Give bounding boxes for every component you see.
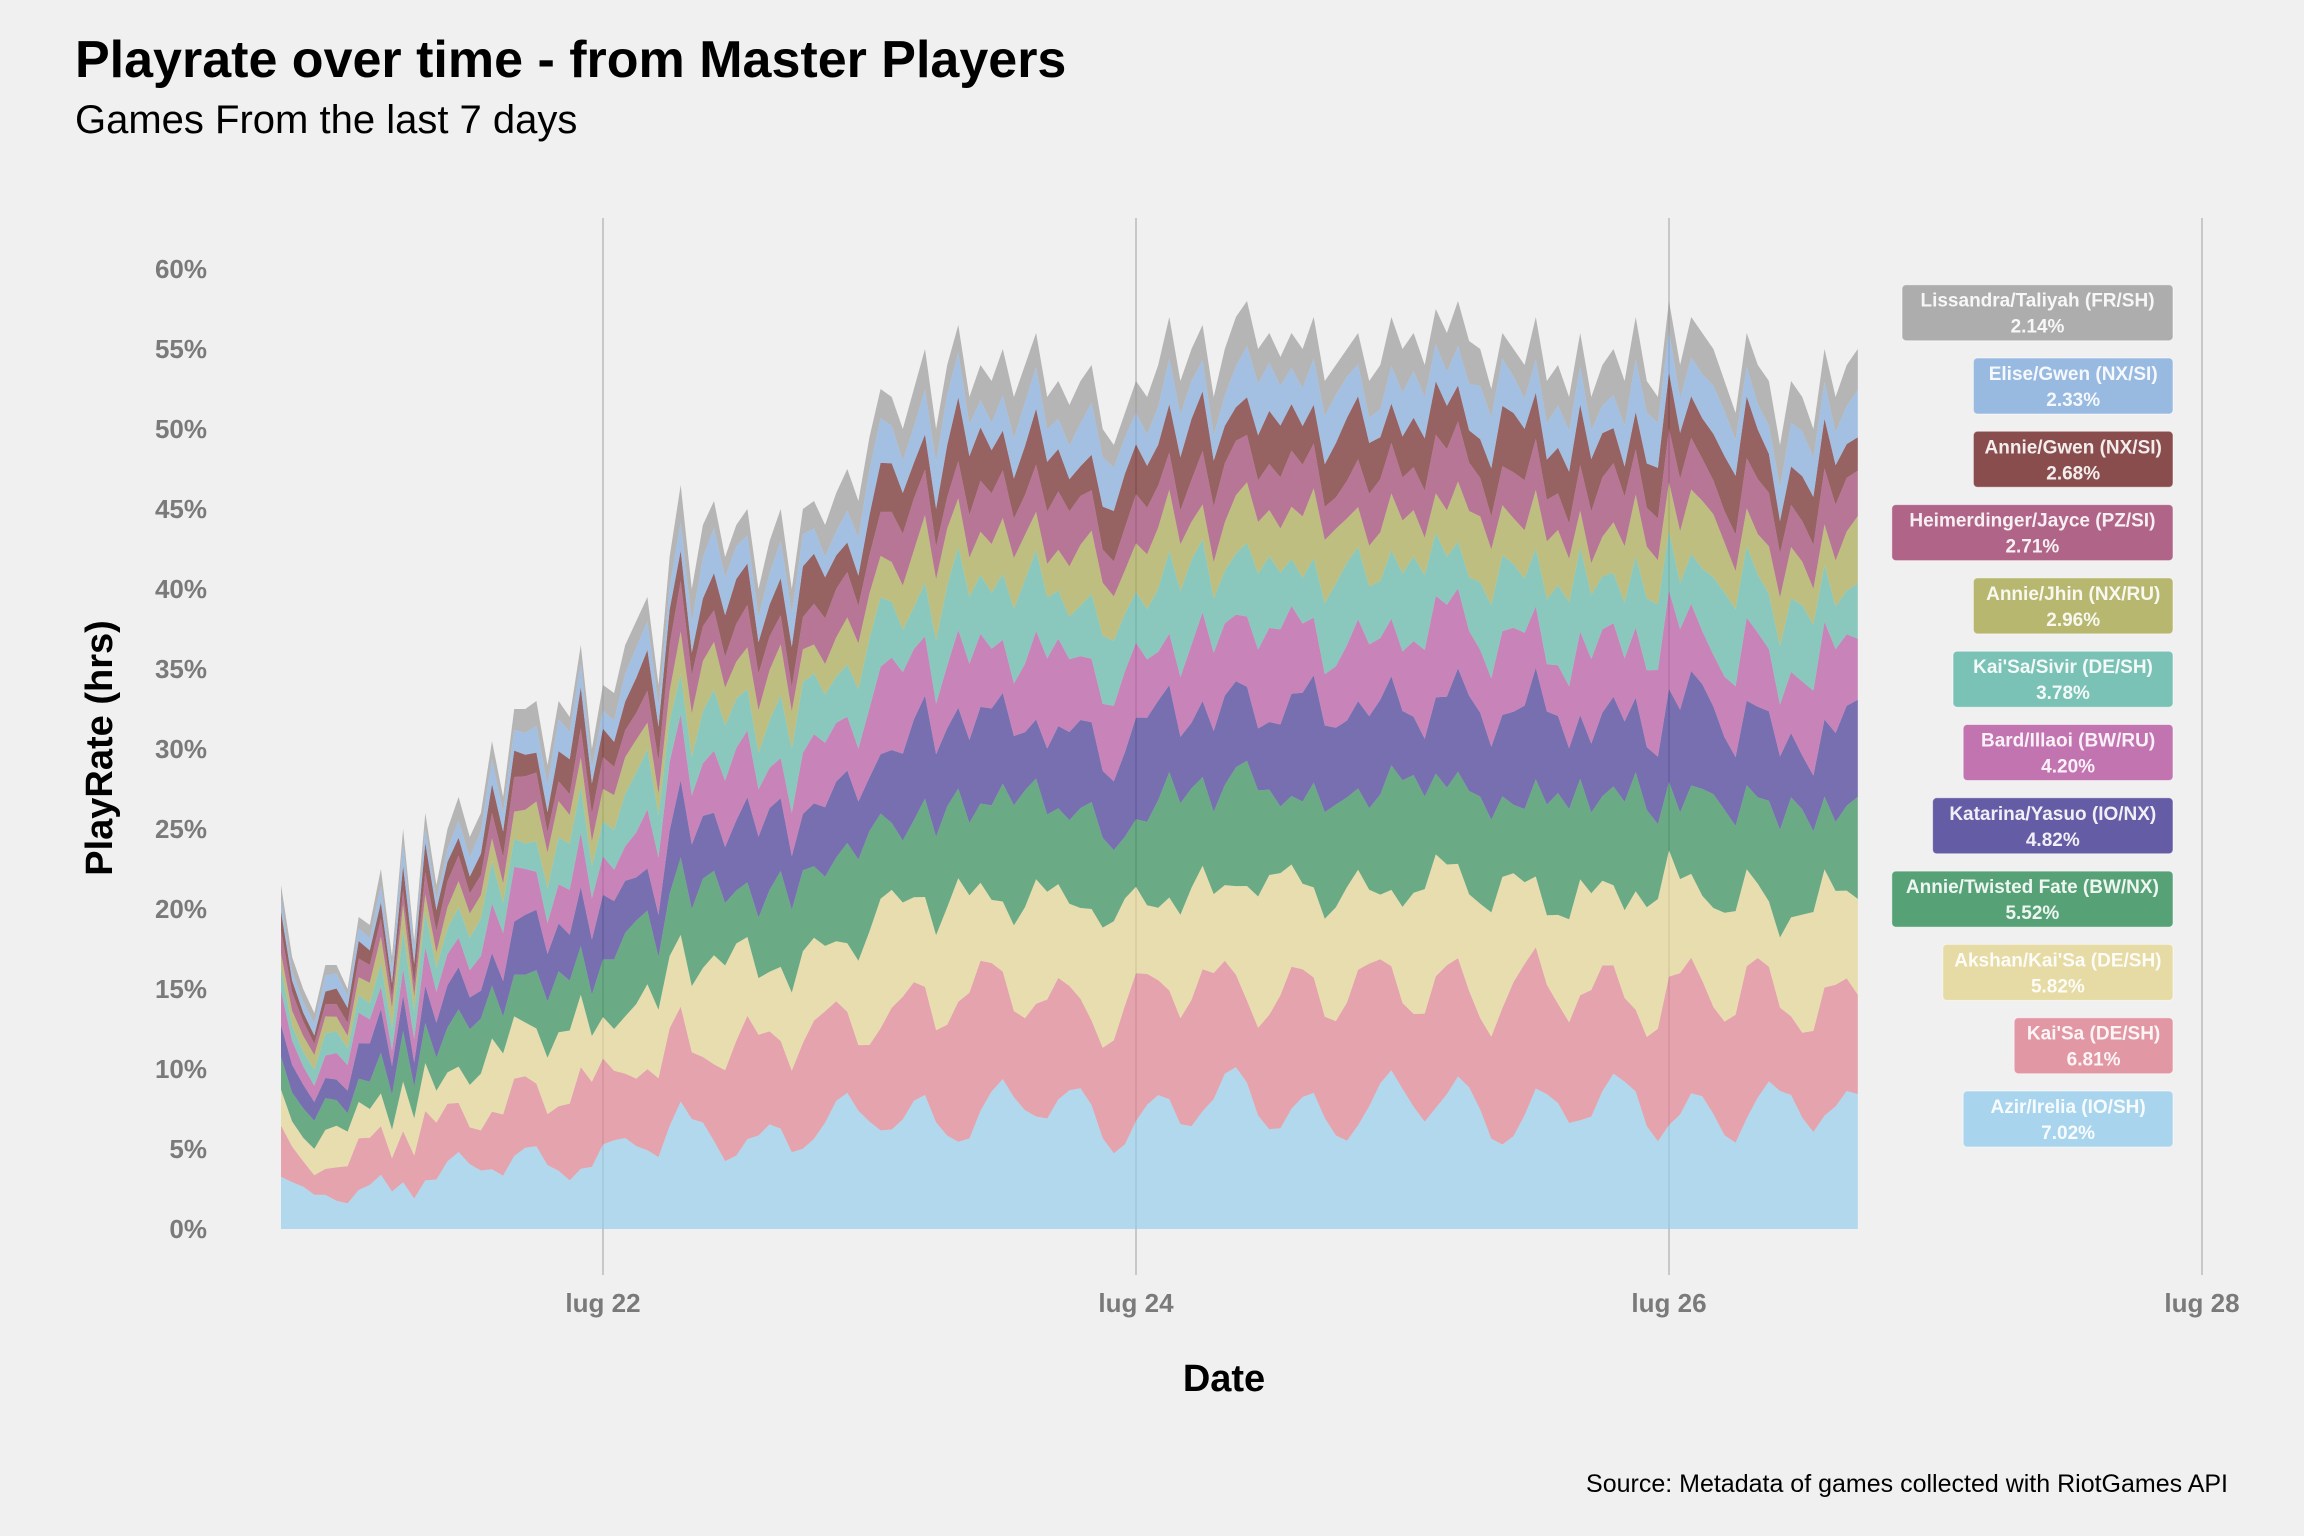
series-label-name: Annie/Twisted Fate (BW/NX) — [1906, 877, 2159, 898]
series-label-name: Bard/Illaoi (BW/RU) — [1981, 731, 2155, 752]
area-9 — [281, 372, 1858, 1044]
y-tick-label: 45% — [155, 494, 207, 524]
y-tick-label: 50% — [155, 414, 207, 444]
series-label: Azir/Irelia (IO/SH) 7.02% — [1962, 1090, 2174, 1148]
series-label-box — [2013, 1017, 2174, 1075]
area-1 — [281, 947, 1858, 1204]
series-label-value: 5.52% — [2005, 903, 2059, 924]
series-label-box — [1901, 284, 2174, 342]
area-5 — [281, 588, 1858, 1102]
source-caption: Source: Metadata of games collected with… — [1586, 1470, 2228, 1498]
series-label: Annie/Gwen (NX/SI) 2.68% — [1972, 430, 2174, 488]
series-label: Kai'Sa/Sivir (DE/SH) 3.78% — [1952, 650, 2174, 708]
y-tick-label: 10% — [155, 1054, 207, 1084]
series-label-name: Heimerdinger/Jayce (PZ/SI) — [1909, 511, 2155, 532]
x-tick-label: lug 24 — [1098, 1288, 1174, 1318]
series-label-box — [1891, 870, 2174, 928]
series-label-box — [1972, 357, 2174, 415]
y-axis-ticks: 0% 5% 10% 15% 20% 25% 30% 35% 40% 45% 50% 55% 60% — [155, 254, 207, 1244]
chart-subtitle: Games From the last 7 days — [75, 98, 578, 142]
area-2 — [281, 850, 1858, 1176]
series-label-name: Annie/Gwen (NX/SI) — [1985, 437, 2162, 458]
series-label: Lissandra/Taliyah (FR/SH) 2.14% — [1901, 284, 2174, 342]
series-label: Akshan/Kai'Sa (DE/SH) 5.82% — [1942, 943, 2174, 1001]
series-label-box — [1952, 650, 2174, 708]
series-label-name: Lissandra/Taliyah (FR/SH) — [1920, 291, 2154, 312]
series-label-value: 5.82% — [2031, 976, 2085, 997]
series-label-box — [1891, 504, 2174, 562]
series-label: Annie/Twisted Fate (BW/NX) 5.52% — [1891, 870, 2174, 928]
series-label-name: Katarina/Yasuo (IO/NX) — [1949, 804, 2156, 825]
series-label: Bard/Illaoi (BW/RU) 4.20% — [1962, 724, 2174, 781]
x-axis-ticks: lug 22 lug 24 lug 26 lug 28 — [565, 1288, 2239, 1318]
y-tick-label: 0% — [169, 1214, 207, 1244]
y-tick-label: 55% — [155, 334, 207, 364]
series-label-name: Azir/Irelia (IO/SH) — [1990, 1097, 2145, 1118]
y-tick-label: 15% — [155, 974, 207, 1004]
y-tick-label: 40% — [155, 574, 207, 604]
series-label-name: Elise/Gwen (NX/SI) — [1989, 364, 2158, 385]
series-label-value: 3.78% — [2036, 683, 2090, 704]
area-7 — [281, 481, 1858, 1070]
area-6 — [281, 530, 1858, 1086]
chart-title: Playrate over time - from Master Players — [75, 31, 1067, 89]
area-layers — [281, 301, 1858, 1229]
series-label-name: Akshan/Kai'Sa (DE/SH) — [1954, 950, 2161, 971]
series-label-value: 2.96% — [2046, 610, 2100, 631]
series-label-value: 2.33% — [2046, 390, 2100, 411]
series-label: Elise/Gwen (NX/SI) 2.33% — [1972, 357, 2174, 415]
y-tick-label: 30% — [155, 734, 207, 764]
series-label-box — [1962, 1090, 2174, 1148]
y-axis-title: PlayRate (hrs) — [79, 620, 121, 876]
area-0 — [281, 1067, 1858, 1229]
series-label-box — [1972, 430, 2174, 488]
x-tick-label: lug 22 — [565, 1288, 640, 1318]
series-label-value: 4.20% — [2041, 757, 2095, 778]
series-label-name: Kai'Sa/Sivir (DE/SH) — [1973, 657, 2153, 678]
area-11 — [281, 301, 1858, 1024]
series-label: Katarina/Yasuo (IO/NX) 4.82% — [1932, 797, 2174, 855]
series-label-value: 7.02% — [2041, 1123, 2095, 1144]
y-tick-label: 20% — [155, 894, 207, 924]
series-label-value: 2.14% — [2011, 317, 2065, 338]
series-label: Heimerdinger/Jayce (PZ/SI) 2.71% — [1891, 504, 2174, 562]
series-label: Annie/Jhin (NX/RU) 2.96% — [1972, 577, 2174, 635]
area-4 — [281, 667, 1858, 1121]
series-label-value: 2.68% — [2046, 463, 2100, 484]
series-label-name: Annie/Jhin (NX/RU) — [1986, 584, 2160, 605]
x-tick-label: lug 26 — [1631, 1288, 1706, 1318]
series-label-name: Kai'Sa (DE/SH) — [2027, 1024, 2160, 1045]
series-label: Kai'Sa (DE/SH) 6.81% — [2013, 1017, 2174, 1075]
series-label-box — [1942, 943, 2174, 1001]
series-label-value: 6.81% — [2067, 1050, 2121, 1071]
series-label-box — [1962, 724, 2174, 781]
y-tick-label: 25% — [155, 814, 207, 844]
area-8 — [281, 421, 1858, 1055]
y-tick-label: 5% — [169, 1134, 207, 1164]
x-axis-title: Date — [1183, 1358, 1265, 1400]
y-tick-label: 35% — [155, 654, 207, 684]
x-tick-label: lug 28 — [2164, 1288, 2239, 1318]
y-tick-label: 60% — [155, 254, 207, 284]
series-label-value: 2.71% — [2005, 537, 2059, 558]
area-10 — [281, 331, 1858, 1036]
series-label-box — [1932, 797, 2174, 855]
series-label-box — [1972, 577, 2174, 635]
series-label-value: 4.82% — [2026, 830, 2080, 851]
series-labels: Azir/Irelia (IO/SH) 7.02% Kai'Sa (DE/SH) 6.… — [1891, 284, 2174, 1148]
area-3 — [281, 760, 1858, 1149]
